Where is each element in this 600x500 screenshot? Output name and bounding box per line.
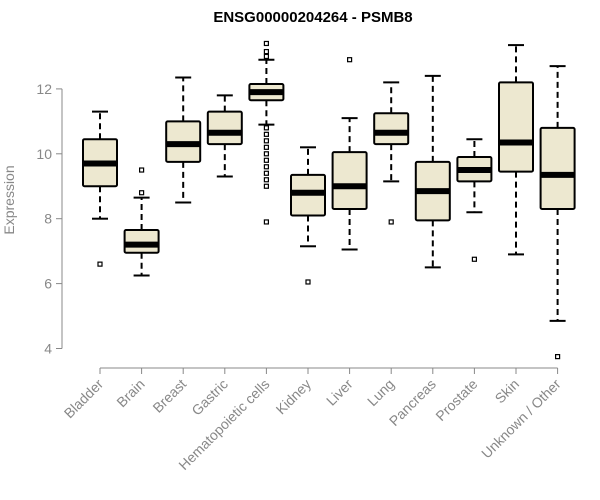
outlier-point (97, 261, 103, 267)
outlier-point (263, 125, 269, 131)
iqr-box (539, 126, 576, 210)
outlier-point (139, 167, 145, 173)
y-axis-label: Expression (1, 165, 17, 234)
x-tick-label: Skin (492, 376, 523, 407)
iqr-box (498, 81, 534, 173)
box-prostate (456, 138, 493, 262)
y-axis: 4 6 8 10 12 (36, 81, 63, 357)
iqr-box (206, 110, 243, 146)
outlier-point (388, 219, 394, 225)
outlier-point (263, 183, 269, 189)
x-tick-label: Breast (149, 376, 189, 416)
outlier-point (263, 170, 269, 176)
x-tick-label: Lung (364, 376, 397, 409)
outlier-point (263, 144, 269, 150)
iqr-box (373, 112, 410, 146)
outlier-point (263, 164, 269, 170)
x-tick-label: Liver (323, 376, 356, 409)
outlier-point (347, 57, 353, 63)
outlier-point (263, 131, 269, 137)
x-tick-label: Kidney (273, 376, 315, 418)
outlier-point (263, 53, 269, 60)
outlier-point (471, 256, 477, 262)
box-kidney (290, 146, 326, 285)
box-gastric (206, 94, 243, 178)
chart-title: ENSG00000204264 - PSMB8 (213, 9, 412, 26)
x-tick-label: Brain (113, 376, 147, 410)
box-brain (123, 167, 160, 277)
y-tick-label: 6 (44, 276, 52, 292)
iqr-box (331, 151, 368, 210)
x-tick-label: Prostate (432, 376, 480, 424)
outlier-point (305, 279, 311, 285)
box-liver (331, 57, 368, 251)
box-pancreas (414, 74, 451, 269)
x-tick-label: Bladder (61, 376, 107, 422)
outlier-point (263, 219, 269, 225)
y-tick-label: 10 (36, 146, 52, 162)
iqr-box (123, 229, 160, 254)
x-tick-label: Unknown / Other (478, 376, 564, 462)
box-unknown-other (539, 65, 576, 360)
outlier-point (263, 177, 269, 183)
outlier-point (263, 48, 269, 55)
outlier-point (263, 157, 269, 163)
y-tick-label: 4 (44, 341, 52, 357)
box-breast (165, 76, 202, 204)
outlier-point (139, 190, 145, 196)
outlier-point (263, 151, 269, 157)
box-bladder (82, 110, 118, 267)
box-hematopoietic-cells (248, 40, 285, 225)
outlier-point (263, 40, 269, 47)
box-lung (373, 81, 410, 225)
outlier-point (554, 354, 561, 360)
y-tick-label: 8 (44, 211, 52, 227)
y-tick-label: 12 (36, 81, 52, 97)
box-skin (498, 44, 534, 256)
boxes (82, 40, 576, 360)
outlier-point (263, 138, 269, 144)
